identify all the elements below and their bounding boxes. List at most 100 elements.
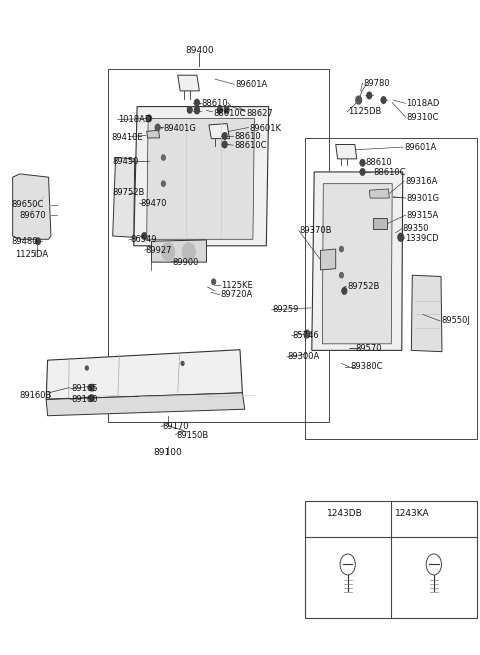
Text: 89670: 89670 <box>20 210 47 219</box>
Circle shape <box>222 133 227 140</box>
Circle shape <box>304 330 310 338</box>
Text: 1125DB: 1125DB <box>348 107 382 117</box>
Text: 89650C: 89650C <box>12 200 44 209</box>
Text: 89900: 89900 <box>172 257 198 267</box>
Circle shape <box>194 100 199 106</box>
Circle shape <box>367 92 372 99</box>
Polygon shape <box>147 130 159 138</box>
Text: 88610: 88610 <box>234 132 261 141</box>
Circle shape <box>360 169 365 175</box>
Text: 86549: 86549 <box>130 235 156 244</box>
Circle shape <box>339 246 343 252</box>
Text: 1018AD: 1018AD <box>407 99 440 108</box>
Text: 89410E: 89410E <box>112 134 144 142</box>
Circle shape <box>182 242 195 261</box>
Text: 1125KE: 1125KE <box>221 280 252 290</box>
Text: 1339CD: 1339CD <box>405 234 439 243</box>
Polygon shape <box>152 240 206 262</box>
Text: 89601K: 89601K <box>250 124 282 134</box>
Circle shape <box>224 107 229 113</box>
Text: 89350: 89350 <box>403 224 429 233</box>
Circle shape <box>360 160 365 166</box>
Text: 89752B: 89752B <box>347 282 380 291</box>
Polygon shape <box>369 189 389 198</box>
Text: 89470: 89470 <box>141 199 167 208</box>
Polygon shape <box>312 172 403 350</box>
Circle shape <box>342 288 347 294</box>
Text: 89301G: 89301G <box>407 194 440 202</box>
Text: 89550J: 89550J <box>441 316 470 326</box>
Circle shape <box>161 181 165 186</box>
Circle shape <box>212 279 216 284</box>
Text: 89370B: 89370B <box>300 226 332 235</box>
Polygon shape <box>147 119 254 239</box>
Polygon shape <box>46 350 242 400</box>
Bar <box>305 138 477 439</box>
Text: 89170: 89170 <box>162 422 189 432</box>
Bar <box>305 500 477 618</box>
Polygon shape <box>46 393 245 416</box>
Polygon shape <box>209 124 229 139</box>
Circle shape <box>398 233 404 241</box>
Circle shape <box>194 107 199 114</box>
Bar <box>108 69 328 422</box>
Text: 89165: 89165 <box>72 384 98 394</box>
Text: 89927: 89927 <box>146 246 172 255</box>
Text: 88610: 88610 <box>202 100 228 109</box>
Text: 1018AD: 1018AD <box>119 115 152 124</box>
Text: 89601A: 89601A <box>235 80 267 89</box>
Text: 89720A: 89720A <box>221 290 253 299</box>
Circle shape <box>161 242 175 261</box>
Polygon shape <box>113 158 135 237</box>
Text: 89601A: 89601A <box>404 143 436 151</box>
Circle shape <box>381 97 386 103</box>
Text: 89300A: 89300A <box>288 352 320 362</box>
Text: 89780: 89780 <box>363 79 390 88</box>
Circle shape <box>339 272 343 278</box>
Text: 88627: 88627 <box>246 109 273 118</box>
Circle shape <box>356 96 361 104</box>
Circle shape <box>217 107 222 113</box>
Text: 89310C: 89310C <box>407 113 439 122</box>
Circle shape <box>89 395 94 402</box>
Polygon shape <box>336 145 357 159</box>
Text: 89160: 89160 <box>72 395 98 404</box>
Polygon shape <box>321 249 336 270</box>
Circle shape <box>194 107 199 113</box>
Circle shape <box>156 124 160 131</box>
Text: 89315A: 89315A <box>407 210 439 219</box>
Circle shape <box>85 366 88 370</box>
Text: 88610: 88610 <box>365 159 392 167</box>
Text: 89150B: 89150B <box>176 432 209 441</box>
Polygon shape <box>178 75 199 91</box>
Circle shape <box>181 362 184 365</box>
Circle shape <box>222 141 227 148</box>
Text: 89160B: 89160B <box>19 391 51 400</box>
Text: 89380C: 89380C <box>350 362 383 371</box>
Text: 88610C: 88610C <box>373 168 406 177</box>
Text: 85746: 85746 <box>293 331 319 340</box>
Text: 89570: 89570 <box>356 344 383 353</box>
Circle shape <box>161 155 165 160</box>
Circle shape <box>187 107 192 113</box>
Text: 89401G: 89401G <box>163 124 196 134</box>
Polygon shape <box>373 217 387 229</box>
Text: 89480: 89480 <box>12 236 38 246</box>
Text: 89752B: 89752B <box>113 189 145 197</box>
Polygon shape <box>12 174 51 239</box>
Text: 89400: 89400 <box>185 46 214 55</box>
Text: 89316A: 89316A <box>405 177 437 185</box>
Text: 89100: 89100 <box>154 449 182 457</box>
Circle shape <box>142 233 147 239</box>
Circle shape <box>147 115 152 122</box>
Text: 1243KA: 1243KA <box>395 510 430 518</box>
Polygon shape <box>323 183 392 344</box>
Polygon shape <box>411 275 442 352</box>
Circle shape <box>89 384 94 391</box>
Circle shape <box>36 238 40 244</box>
Text: 88610C: 88610C <box>234 141 267 150</box>
Text: 1243DB: 1243DB <box>326 510 362 518</box>
Text: 1125DA: 1125DA <box>15 250 48 259</box>
Text: 89259: 89259 <box>273 305 299 314</box>
Polygon shape <box>134 107 269 246</box>
